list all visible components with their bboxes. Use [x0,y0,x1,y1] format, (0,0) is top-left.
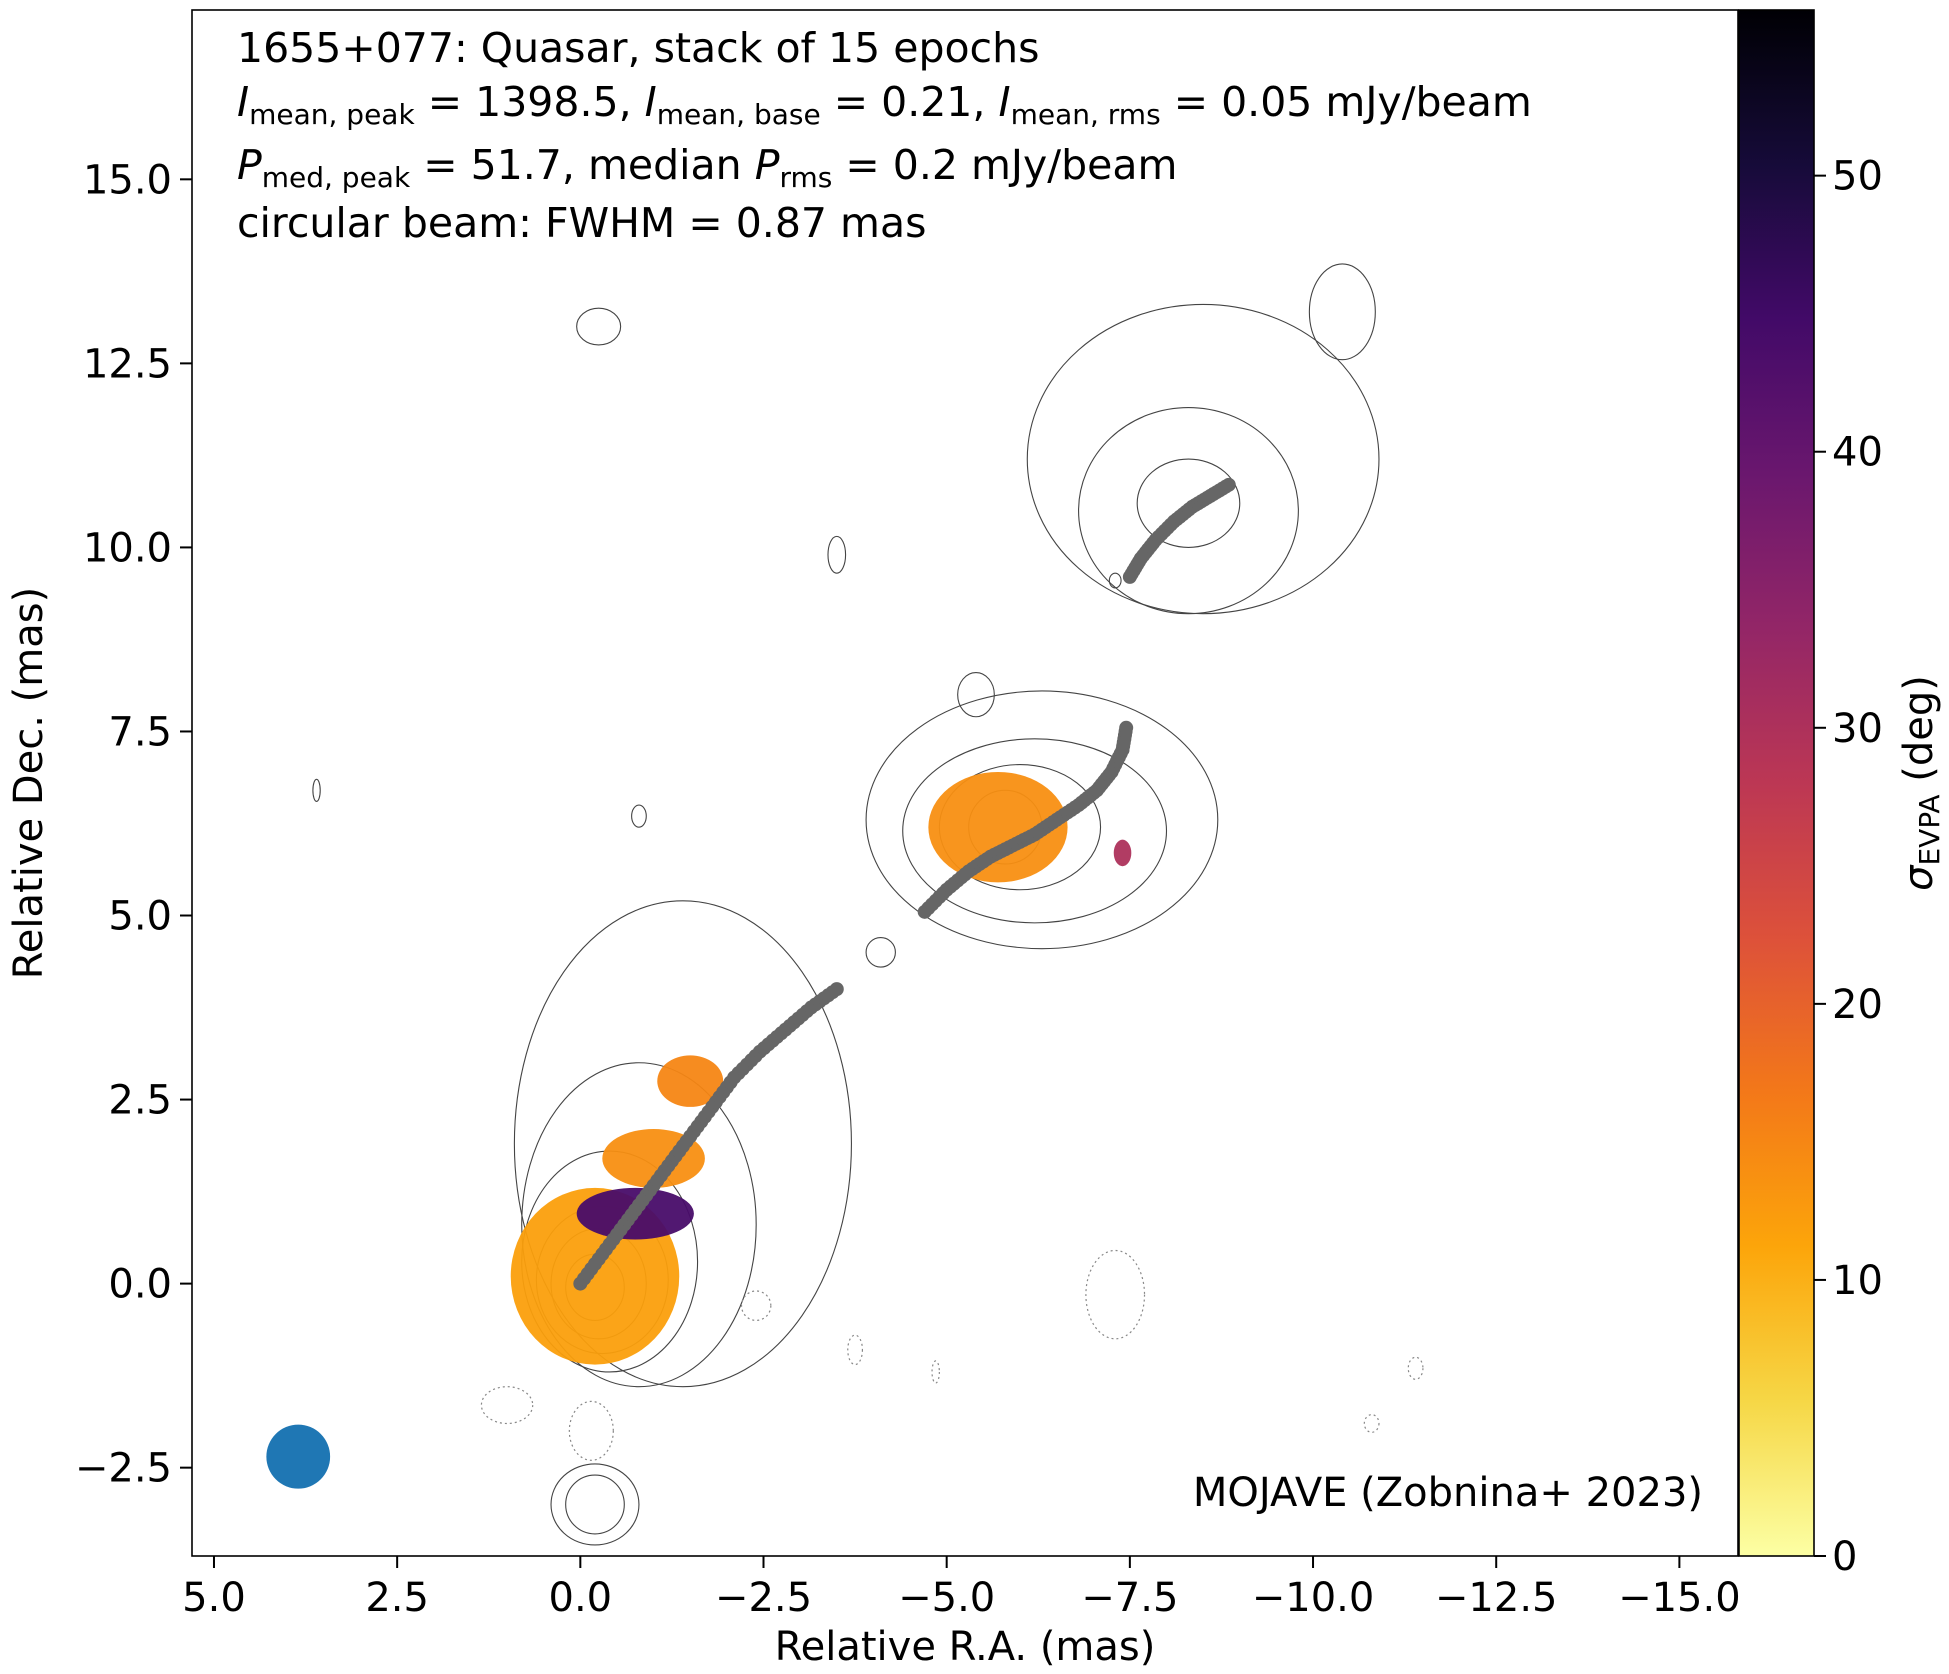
colorbar-tick-label: 10 [1832,1258,1883,1304]
colorbar-tick-label: 30 [1832,706,1883,752]
contour-line [902,738,1168,924]
colorbar-tick-label: 40 [1832,430,1883,476]
info-symbol: I [998,78,1010,126]
info-line-beam: circular beam: FWHM = 0.87 mas [237,199,926,247]
info-line-polarization: Pmed, peak = 51.7, median Prms = 0.2 mJy… [237,141,1177,194]
contour-line [1026,303,1380,615]
info-subscript: mean, base [657,98,821,131]
contour-line [631,804,647,828]
evpa-region [1113,839,1132,867]
ridgeline-point [1221,477,1236,492]
plot-area [266,263,1424,1546]
info-subscript: med, peak [262,161,411,194]
y-axis: −2.5 0.0 2.5 5.0 7.5 10.0 12.5 15.0 [75,157,192,1492]
info-subscript: mean, peak [249,98,415,131]
x-tick-label: −2.5 [715,1575,812,1621]
contour-line [576,307,622,346]
colorbar-label: σEVPA (deg) [1896,675,1946,891]
colorbar: 0 10 20 30 40 50 σEVPA (deg) [1738,9,1946,1580]
contour-line [1136,458,1241,548]
x-axis: 5.0 2.5 0.0 −2.5 −5.0 −7.5 −10.0 −12.5 −15.0 [182,1556,1741,1621]
beam-layer [266,1424,331,1489]
colorbar-gradient [1739,10,1814,1556]
y-axis-title: Relative Dec. (mas) [6,587,52,979]
info-symbol: I [237,78,249,126]
info-text: 1655+077: Quasar, stack of 15 epochs Ime… [237,24,1532,247]
colorbar-ticks: 0 10 20 30 40 50 [1814,154,1883,1580]
ridgeline-layer [573,477,1236,1291]
contour-line [312,778,321,802]
colorbar-tick-label: 20 [1832,982,1883,1028]
plot-frame [191,9,1739,1557]
contour-line [565,1474,625,1535]
info-text-part: = 0.05 mJy/beam [1161,78,1532,126]
info-line-intensity: Imean, peak = 1398.5, Imean, base = 0.21… [237,78,1532,131]
colorbar-tick-label: 50 [1832,154,1883,200]
x-tick-label: 2.5 [365,1575,429,1621]
info-text-part: = 1398.5, [415,78,645,126]
info-symbol: I [645,78,657,126]
y-tick-label: −2.5 [75,1446,172,1492]
colorbar-label-subscript: EVPA [1913,794,1946,865]
contour-line [931,1360,940,1384]
ridgeline-point [1119,720,1134,735]
y-tick-label: 10.0 [83,525,172,571]
ridgeline-point [829,982,844,997]
evpa-region [657,1055,724,1107]
credit-text: MOJAVE (Zobnina+ 2023) [1193,1470,1703,1516]
y-tick-label: 5.0 [108,894,172,940]
colorbar-tick-label: 0 [1832,1534,1857,1580]
contour-line [550,1463,640,1546]
y-tick-label: 7.5 [108,709,172,755]
y-tick-label: 12.5 [83,341,172,387]
contour-line [1085,1249,1146,1340]
x-tick-label: −5.0 [898,1575,995,1621]
x-tick-label: −10.0 [1252,1575,1375,1621]
contour-line [1363,1414,1380,1433]
info-subscript: mean, rms [1011,98,1161,131]
contour-line [1108,572,1122,589]
contour-line [480,1386,534,1425]
info-symbol: P [755,141,780,189]
contour-line [865,690,1219,950]
x-tick-label: 0.0 [549,1575,613,1621]
colorbar-frame [1738,9,1815,1557]
info-line-title: 1655+077: Quasar, stack of 15 epochs [237,24,1039,72]
x-tick-label: −12.5 [1435,1575,1558,1621]
colorbar-label-unit: (deg) [1896,675,1942,794]
contour-line [1407,1356,1424,1380]
contour-line [847,1334,864,1366]
info-text-part: = 51.7, [410,141,588,189]
x-tick-label: −15.0 [1618,1575,1741,1621]
evpa-region [928,771,1068,883]
x-tick-label: −7.5 [1081,1575,1178,1621]
x-tick-label: 5.0 [182,1575,246,1621]
contour-line [521,1062,757,1388]
y-tick-label: 0.0 [108,1262,172,1308]
beam-ellipse [266,1424,331,1489]
info-text-part: median [588,141,755,189]
info-subscript: rms [779,161,832,194]
contour-line [957,672,995,718]
info-text-part: = 0.2 mJy/beam [832,141,1177,189]
y-tick-label: 15.0 [83,157,172,203]
contour-line [513,900,852,1388]
info-text-part: = 0.21, [821,78,999,126]
x-axis-title: Relative R.A. (mas) [775,1624,1156,1670]
info-symbol: P [237,141,262,189]
colorbar-label-symbol: σ [1896,864,1942,891]
y-tick-label: 2.5 [108,1078,172,1124]
contour-line [827,535,847,574]
contour-line [865,937,896,968]
contour-line [568,1400,614,1461]
contour-line [740,1290,772,1322]
contour-line [1308,263,1376,361]
